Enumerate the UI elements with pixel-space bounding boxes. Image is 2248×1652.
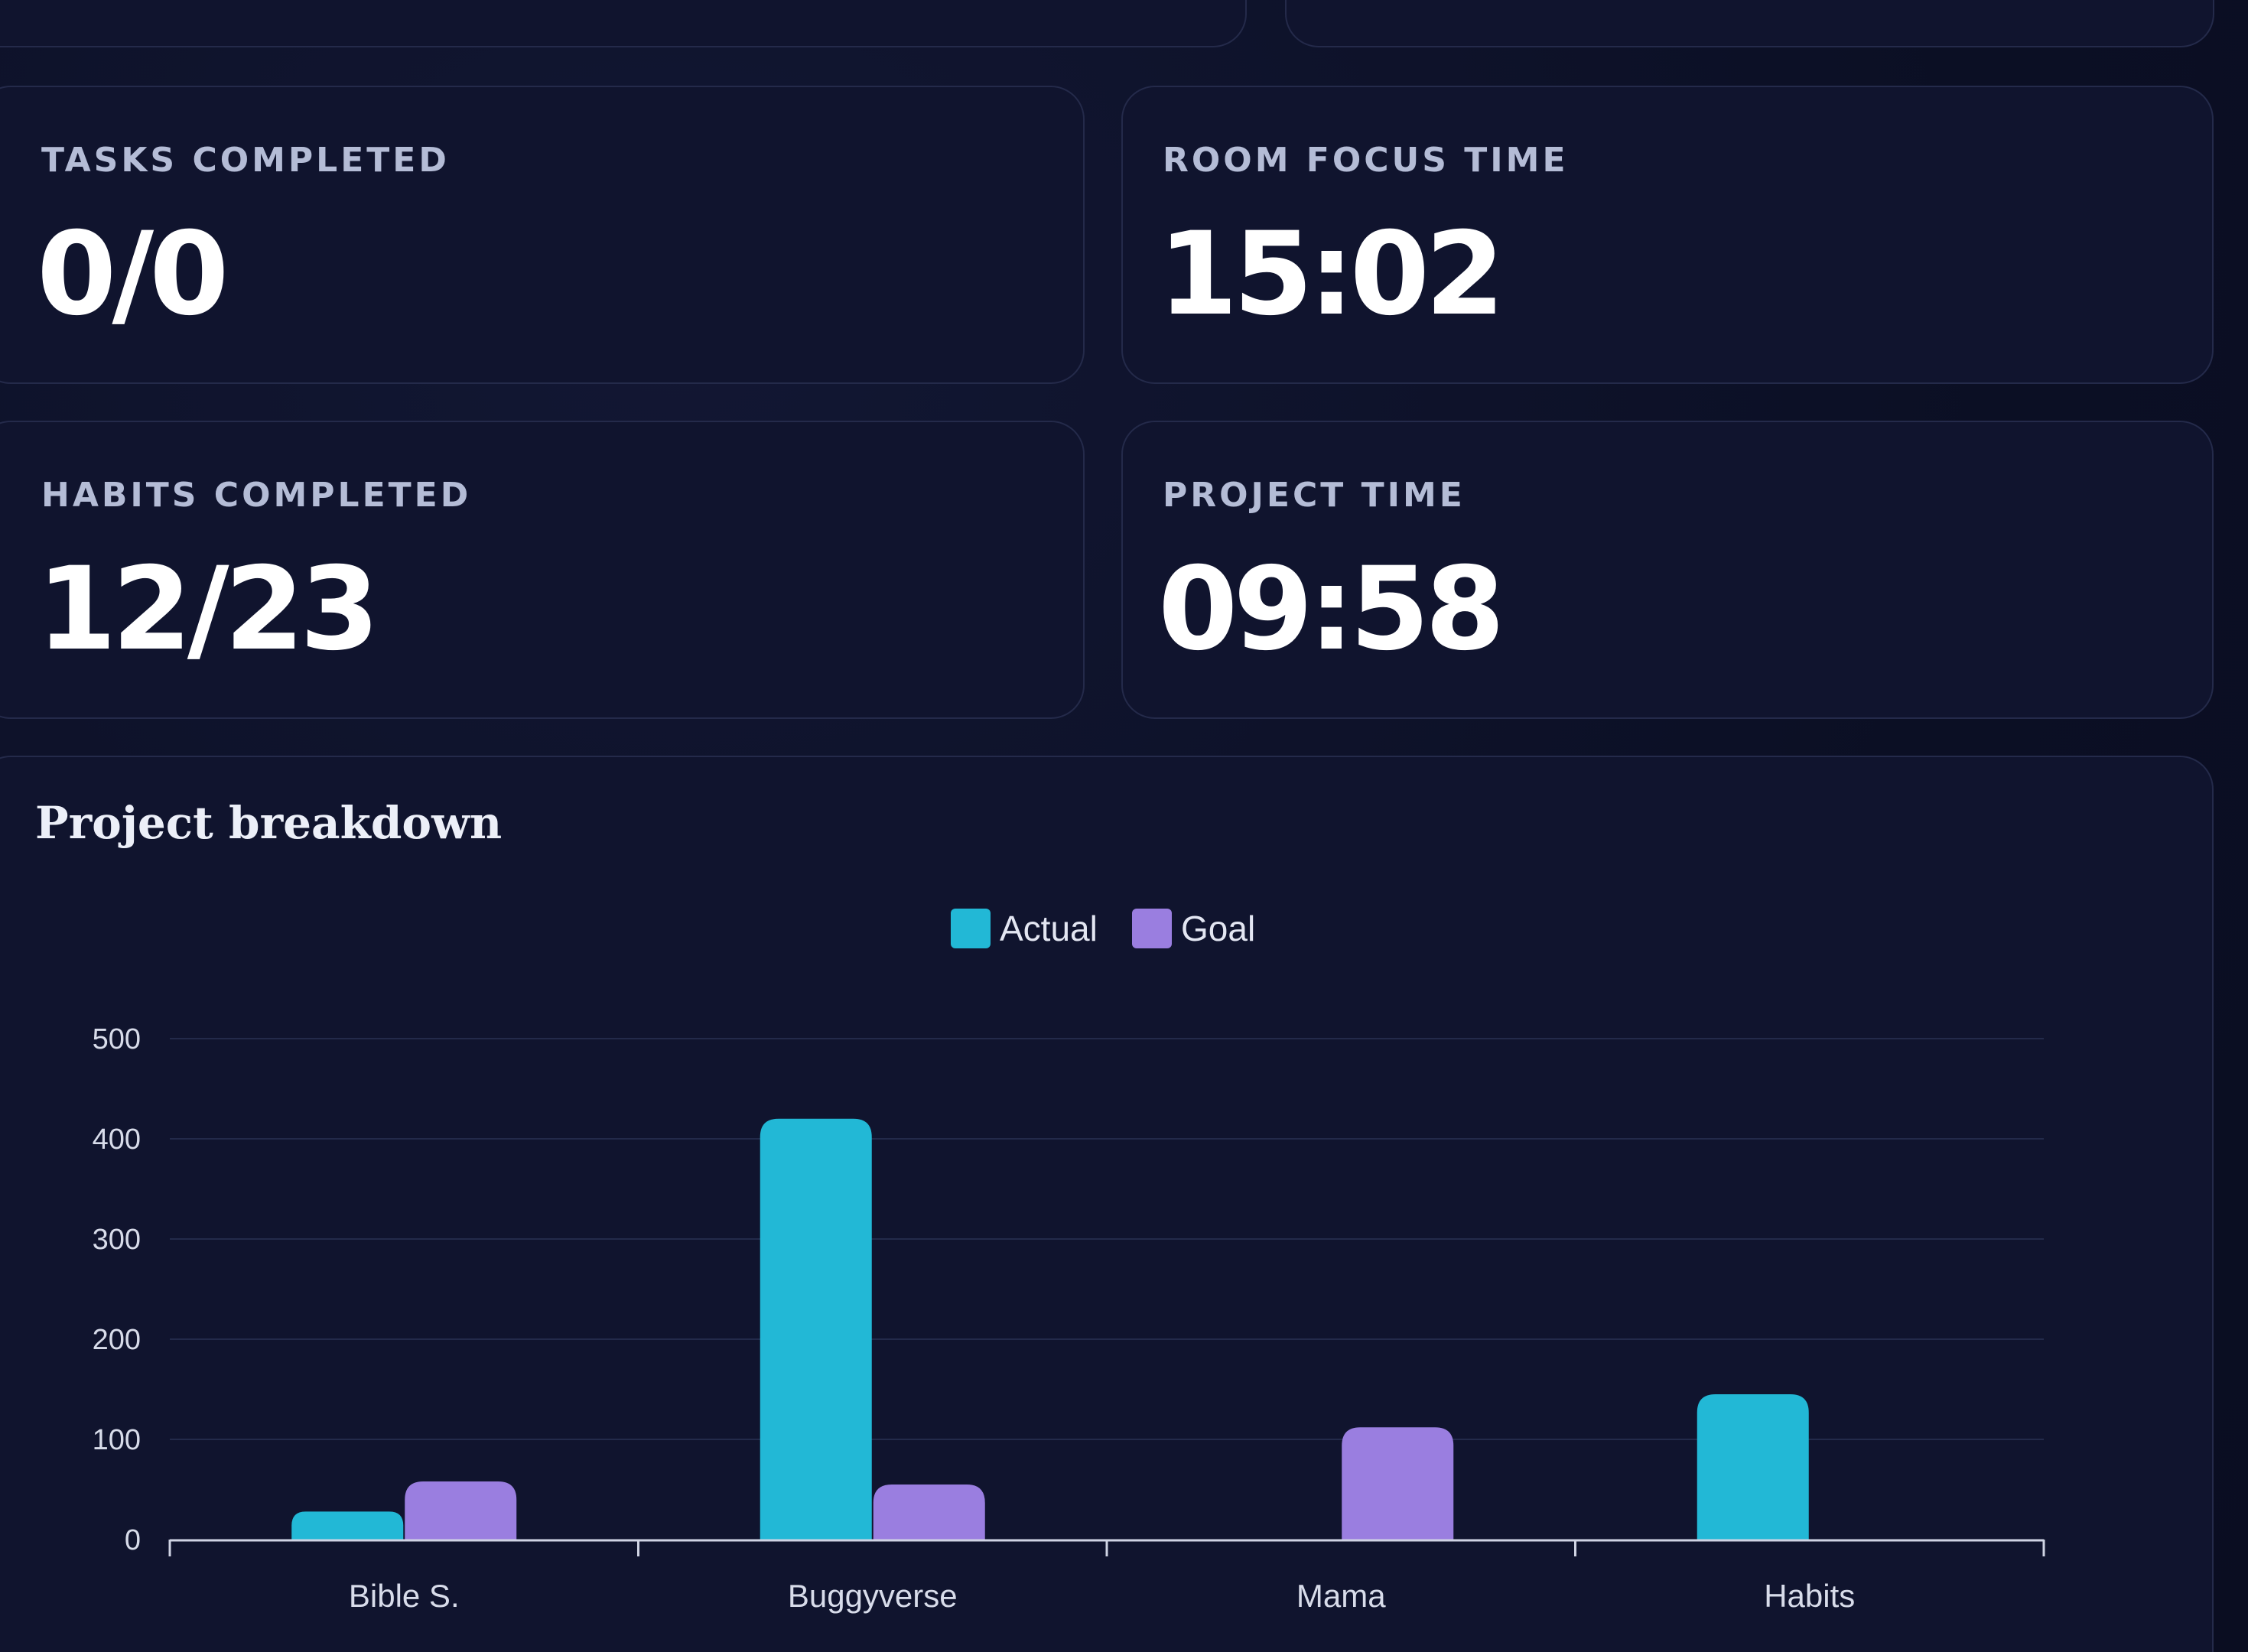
stat-card-tasks-completed: TASKS COMPLETED 0/0 [0, 86, 1085, 384]
stat-card-habits-completed: HABITS COMPLETED 12/23 [0, 421, 1085, 719]
stat-card-project-time: PROJECT TIME 09:58 [1121, 421, 2214, 719]
stat-value: 12/23 [37, 543, 379, 676]
stat-value: 15:02 [1158, 208, 1505, 341]
stat-label: PROJECT TIME [1163, 476, 1466, 515]
stat-label: TASKS COMPLETED [41, 141, 450, 180]
stat-label: ROOM FOCUS TIME [1163, 141, 1569, 180]
chart-title: Project breakdown [35, 797, 503, 849]
stat-value: 09:58 [1158, 543, 1505, 676]
stat-label: HABITS COMPLETED [41, 476, 472, 515]
project-breakdown-card: Project breakdown [0, 756, 2214, 1652]
top-card-right-partial [1285, 0, 2214, 47]
stat-value: 0/0 [37, 208, 229, 341]
stat-card-room-focus-time: ROOM FOCUS TIME 15:02 [1121, 86, 2214, 384]
top-card-left-partial [0, 0, 1247, 47]
